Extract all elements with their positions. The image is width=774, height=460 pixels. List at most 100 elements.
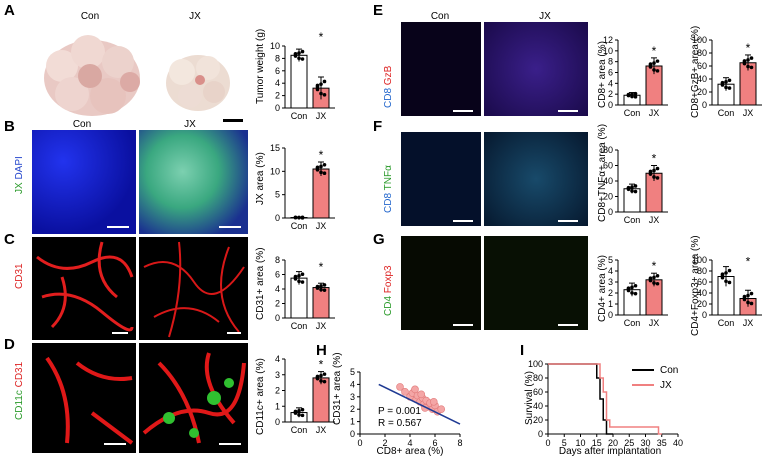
point-D-1 xyxy=(319,373,323,378)
point-G2-0 xyxy=(724,279,728,284)
i-y-tick-label: 0 xyxy=(538,429,543,439)
y-tick-label-G2: 80 xyxy=(697,266,707,276)
c-jx-micrograph xyxy=(139,237,248,340)
point-C-0 xyxy=(297,273,301,278)
i-legend-con: Con xyxy=(632,365,678,376)
y-tick-label-C: 4 xyxy=(275,284,280,294)
i-x-tick-label: 10 xyxy=(575,438,585,448)
point-B-1 xyxy=(322,163,327,167)
a-ylabel: Tumor weight (g) xyxy=(255,28,266,104)
y-tick-label-A: 4 xyxy=(275,78,280,88)
x-tick-label-G2: Con xyxy=(718,318,735,328)
h-point xyxy=(437,405,446,414)
c-ylabel: CD31+ area (%) xyxy=(255,247,266,320)
point-E2-1 xyxy=(749,65,754,70)
i-xlabel: Days after implantation xyxy=(558,446,662,457)
y-tick-label-G1: 2 xyxy=(608,288,613,298)
y-tick-label-C: 6 xyxy=(275,270,280,280)
point-D-1 xyxy=(315,375,320,379)
point-E2-1 xyxy=(749,56,754,60)
point-C-0 xyxy=(300,272,305,277)
y-tick-label-G2: 60 xyxy=(697,277,707,287)
point-A-1 xyxy=(319,82,323,86)
b-jx-micrograph xyxy=(139,130,248,234)
point-E1-1 xyxy=(652,68,656,72)
point-E2-0 xyxy=(727,78,732,83)
point-D-1 xyxy=(319,379,323,383)
point-G2-0 xyxy=(727,268,732,273)
g1-ylabel: CD4+ area (%) xyxy=(597,255,608,322)
i-y-tick-label: 100 xyxy=(528,359,543,369)
e2-ylabel: CD8+GzB+ area (%) xyxy=(690,25,701,118)
panel-letter-d: D xyxy=(4,336,15,353)
y-tick-label-D: 3 xyxy=(275,370,280,380)
d-con-micrograph xyxy=(32,343,136,453)
point-E1-1 xyxy=(655,69,660,73)
h-x-tick-label: 0 xyxy=(357,438,362,448)
h-r-value: R = 0.567 xyxy=(378,418,422,429)
x-tick-label-D: JX xyxy=(316,425,327,435)
point-E2-0 xyxy=(727,86,732,90)
y-tick-label-E1: 12 xyxy=(603,35,613,45)
f-ylabel: CD8+TNFα+ area (%) xyxy=(597,123,608,222)
i-x-tick-label: 30 xyxy=(640,438,650,448)
a-jx-label: JX xyxy=(189,11,201,22)
h-x-tick-label: 6 xyxy=(432,438,437,448)
point-A-0 xyxy=(297,56,301,61)
panel-letter-i: I xyxy=(520,342,525,359)
sig-star-D: * xyxy=(319,358,324,372)
y-tick-label-E1: 10 xyxy=(603,46,613,56)
y-tick-label-D: 0 xyxy=(275,417,280,427)
point-B-1 xyxy=(319,164,323,169)
i-x-tick-label: 35 xyxy=(657,438,667,448)
sig-star-G2: * xyxy=(746,254,751,268)
point-B-1 xyxy=(315,166,320,170)
g-jx-micrograph xyxy=(484,236,588,330)
b-jx-label: JX xyxy=(184,119,196,130)
point-G2-0 xyxy=(720,273,725,278)
y-tick-label-E2: 60 xyxy=(697,61,707,71)
y-tick-label-D: 4 xyxy=(275,354,280,364)
point-F-0 xyxy=(626,186,631,190)
x-tick-label-B: Con xyxy=(291,221,308,231)
bar-A-Con xyxy=(290,54,308,109)
point-F-1 xyxy=(648,170,653,175)
i-series-Con xyxy=(548,363,613,435)
y-tick-label-E2: 0 xyxy=(702,100,707,110)
point-A-0 xyxy=(300,57,305,61)
panel-letter-f: F xyxy=(373,118,383,135)
y-tick-label-A: 0 xyxy=(275,103,280,113)
y-tick-label-G2: 20 xyxy=(697,299,707,309)
x-tick-label-E1: JX xyxy=(649,108,660,118)
point-F-1 xyxy=(652,175,656,179)
point-D-1 xyxy=(322,372,327,376)
y-tick-label-E2: 20 xyxy=(697,87,707,97)
h-y-tick-label: 3 xyxy=(350,392,355,402)
point-B-1 xyxy=(322,171,327,175)
x-tick-label-F: JX xyxy=(649,215,660,225)
point-F-0 xyxy=(630,185,634,189)
point-C-1 xyxy=(319,287,323,292)
h-point xyxy=(396,383,404,391)
point-E1-0 xyxy=(630,92,634,97)
b-con-label: Con xyxy=(72,119,92,130)
x-tick-label-E1: Con xyxy=(624,108,641,118)
point-C-1 xyxy=(315,285,320,289)
h-y-tick-label: 2 xyxy=(350,404,355,414)
sig-star-G1: * xyxy=(652,259,657,273)
y-tick-label-C: 2 xyxy=(275,299,280,309)
y-tick-label-E2: 40 xyxy=(697,74,707,84)
x-tick-label-G1: JX xyxy=(649,318,660,328)
point-D-0 xyxy=(300,407,305,412)
x-tick-label-E2: Con xyxy=(718,108,735,118)
h-y-tick-label: 0 xyxy=(350,429,355,439)
i-x-tick-label: 5 xyxy=(562,438,567,448)
point-B-0 xyxy=(293,215,298,220)
h-y-tick-label: 4 xyxy=(350,379,355,389)
point-G2-1 xyxy=(746,293,750,298)
point-A-1 xyxy=(315,87,320,92)
y-tick-label-F: 20 xyxy=(603,192,613,202)
point-G1-0 xyxy=(633,283,638,288)
point-E1-1 xyxy=(648,63,653,67)
point-G2-1 xyxy=(742,295,747,300)
